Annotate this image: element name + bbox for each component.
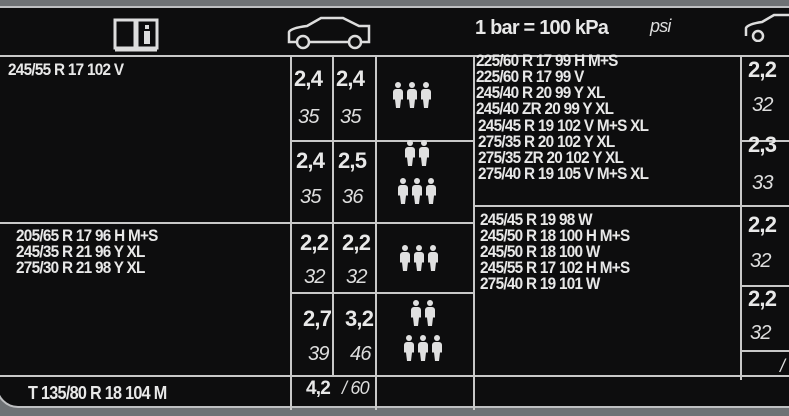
eco-pressure-bar: 2,2 [748,286,777,311]
tire-size: 225/60 R 17 99 V [476,67,584,86]
tire-size: 275/40 R 19 105 V M+S XL [478,164,649,183]
eco-pressure-psi: 33 [752,172,773,194]
tire-size: 245/50 R 18 100 H M+S [480,226,630,245]
eco-pressure-psi: 32 [752,94,773,116]
three-occupants-icon [398,178,436,204]
car-eco-icon [744,13,789,42]
rear-pressure-bar: 2,2 [342,230,371,255]
rear-pressure-psi: 46 [350,343,371,365]
two-occupants-icon [411,300,435,326]
rear-pressure-psi: 36 [342,186,363,208]
front-pressure-psi: 35 [300,186,321,208]
unit-conversion: 1 bar = 100 kPa [475,17,609,39]
tire-size: 275/30 R 21 98 Y XL [16,258,145,277]
tire-size: 245/45 R 19 102 V M+S XL [478,116,649,135]
three-occupants-icon [404,335,442,361]
front-pressure-bar: 2,7 [303,306,332,331]
tire-size: 245/55 R 17 102 H M+S [480,258,630,277]
front-pressure-psi: 39 [308,343,329,365]
eco-spare-separator: / [780,356,785,376]
tire-size: 245/45 R 19 98 W [480,210,593,229]
three-occupants-icon [393,82,431,108]
two-occupants-icon [405,140,429,166]
front-pressure-bar: 2,2 [300,230,329,255]
eco-pressure-bar: 2,2 [748,57,777,82]
tire-size: 245/35 R 21 96 Y XL [16,242,145,261]
spare-pressure-psi: / 60 [342,378,370,398]
car-icon [287,16,371,50]
spare-tire-size: T 135/80 R 18 104 M [28,383,167,403]
front-pressure-bar: 2,4 [296,148,325,173]
eco-pressure-bar: 2,2 [748,212,777,237]
tire-size: 275/35 ZR 20 102 Y XL [478,148,624,167]
eco-pressure-bar: 2,3 [748,132,777,157]
rear-pressure-bar: 2,5 [338,148,367,173]
front-pressure-bar: 2,4 [294,66,323,91]
spare-psi-value: 60 [350,378,369,398]
tire-size: 245/50 R 18 100 W [480,242,600,261]
psi-unit: psi [650,16,671,36]
spare-pressure-bar: 4,2 [306,378,331,399]
eco-pressure-psi: 32 [750,250,771,272]
tire-size: 245/40 R 20 99 Y XL [476,83,605,102]
rear-pressure-psi: 35 [340,106,361,128]
rear-pressure-bar: 3,2 [345,306,374,331]
tire-size: 275/35 R 20 102 Y XL [478,132,615,151]
tire-size: 245/40 ZR 20 99 Y XL [476,99,614,118]
tire-size: 205/65 R 17 96 H M+S [16,226,158,245]
tire-size: 275/40 R 19 101 W [480,274,600,293]
rear-pressure-psi: 32 [346,266,367,288]
tire-pressure-label [0,6,789,408]
front-pressure-psi: 32 [304,266,325,288]
front-pressure-psi: 35 [298,106,319,128]
rear-pressure-bar: 2,4 [336,66,365,91]
three-occupants-icon [400,245,438,271]
book-info-icon [113,18,159,52]
eco-pressure-psi: 32 [750,322,771,344]
tire-size: 225/60 R 17 99 H M+S [476,51,618,70]
tire-size: 245/55 R 17 102 V [8,60,124,79]
